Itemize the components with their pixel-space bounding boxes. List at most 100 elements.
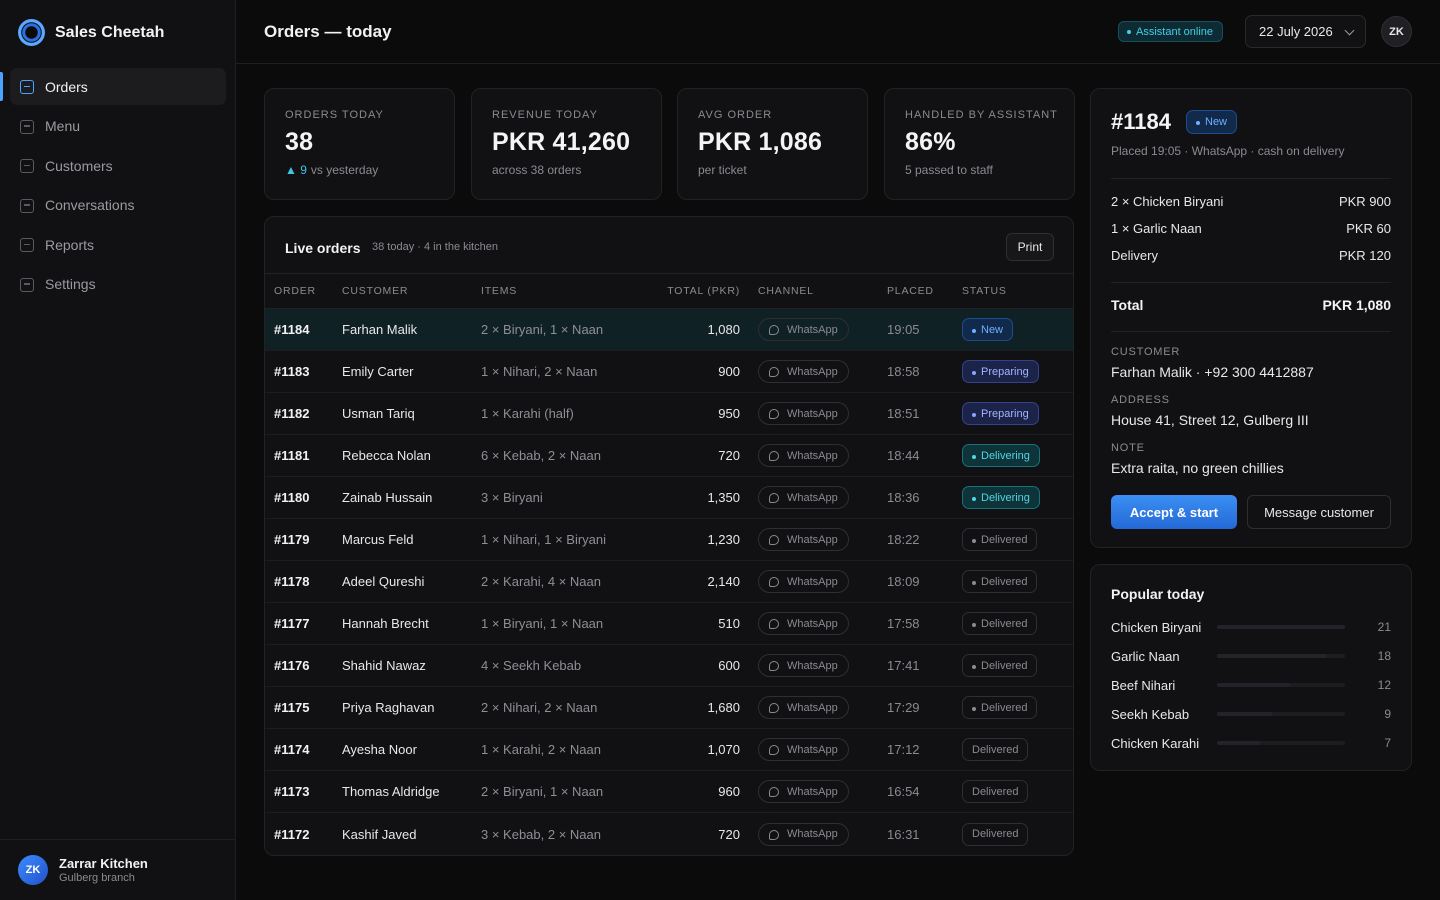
sidebar-item-reports[interactable]: Reports xyxy=(10,226,226,263)
account-name: Zarrar Kitchen xyxy=(59,856,148,871)
customer-name: Hannah Brecht xyxy=(342,616,429,631)
channel-label: WhatsApp xyxy=(787,659,838,672)
popularity-bar xyxy=(1217,741,1345,745)
customer-name: Emily Carter xyxy=(342,364,414,379)
popularity-bar-fill xyxy=(1217,712,1272,716)
status-cell: Delivered xyxy=(962,771,1029,812)
channel-cell: WhatsApp xyxy=(758,561,849,602)
channel-pill: WhatsApp xyxy=(758,360,849,383)
status-badge: Delivered xyxy=(962,822,1029,846)
placed-time: 16:31 xyxy=(887,826,920,842)
kpi-sub: ▲ 9 vs yesterday xyxy=(285,163,454,177)
menu-icon xyxy=(20,119,34,134)
kpi-value: 86% xyxy=(905,128,956,156)
sidebar-item-menu[interactable]: Menu xyxy=(10,108,226,145)
channel-pill: WhatsApp xyxy=(758,444,849,467)
kpi-label: AVG ORDER xyxy=(698,109,773,121)
popular-item-count: 9 xyxy=(1384,707,1391,721)
chevron-down-icon xyxy=(1344,25,1355,36)
order-items: 1 × Karahi (half) xyxy=(481,406,574,421)
print-button[interactable]: Print xyxy=(1006,233,1054,261)
order-total: 960 xyxy=(718,784,740,799)
order-items: 1 × Biryani, 1 × Naan xyxy=(481,616,604,631)
order-items: 1 × Karahi, 2 × Naan xyxy=(481,742,601,757)
table-row[interactable]: #1176 Shahid Nawaz 4 × Seekh Kebab 600 Whats… xyxy=(265,645,1073,687)
table-row[interactable]: #1177 Hannah Brecht 1 × Biryani, 1 × Naan 5… xyxy=(265,603,1073,645)
table-row[interactable]: #1181 Rebecca Nolan 6 × Kebab, 2 × Naan 720… xyxy=(265,435,1073,477)
sidebar: Sales Cheetah Orders Menu Customers Conv… xyxy=(0,0,236,900)
table-row[interactable]: #1172 Kashif Javed 3 × Kebab, 2 × Naan 720 W… xyxy=(265,813,1073,855)
sidebar-item-customers[interactable]: Customers xyxy=(10,147,226,184)
table-row[interactable]: #1182 Usman Tariq 1 × Karahi (half) 950 What… xyxy=(265,393,1073,435)
whatsapp-icon xyxy=(769,577,779,587)
column-header-customer[interactable]: CUSTOMER xyxy=(342,285,409,297)
divider xyxy=(1111,178,1391,179)
sidebar-item-settings[interactable]: Settings xyxy=(10,266,226,303)
brand[interactable]: Sales Cheetah xyxy=(18,19,164,46)
popular-item-name: Beef Nihari xyxy=(1111,677,1176,693)
channel-label: WhatsApp xyxy=(787,743,838,756)
placed-time: 16:54 xyxy=(887,784,920,799)
reports-icon xyxy=(20,238,34,252)
kpi-revenue-today: REVENUE TODAY PKR 41,260 across 38 order… xyxy=(471,88,662,200)
column-header-placed[interactable]: PLACED xyxy=(887,285,934,297)
column-header-status[interactable]: STATUS xyxy=(962,285,1007,297)
channel-pill: WhatsApp xyxy=(758,570,849,593)
customer-name: Kashif Javed xyxy=(342,826,417,842)
user-avatar[interactable]: ZK xyxy=(1381,16,1412,47)
accept-and-start-button[interactable]: Accept & start xyxy=(1111,495,1237,529)
whatsapp-icon xyxy=(769,661,779,671)
channel-pill: WhatsApp xyxy=(758,318,849,341)
channel-pill: WhatsApp xyxy=(758,528,849,551)
table-row[interactable]: #1179 Marcus Feld 1 × Nihari, 1 × Biryani 1… xyxy=(265,519,1073,561)
table-row[interactable]: #1183 Emily Carter 1 × Nihari, 2 × Naan 900… xyxy=(265,351,1073,393)
whatsapp-icon xyxy=(769,703,779,713)
column-header-total[interactable]: TOTAL (PKR) xyxy=(667,285,740,297)
table-row[interactable]: #1184 Farhan Malik 2 × Biryani, 1 × Naan 1,… xyxy=(265,309,1073,351)
sidebar-nav: Orders Menu Customers Conversations Repo… xyxy=(0,68,236,305)
channel-cell: WhatsApp xyxy=(758,477,849,518)
customer-name: Zainab Hussain xyxy=(342,490,433,505)
popularity-bar-fill xyxy=(1217,683,1291,687)
channel-label: WhatsApp xyxy=(787,407,838,420)
popular-item: Chicken Karahi 7 xyxy=(1111,734,1391,752)
order-items: 6 × Kebab, 2 × Naan xyxy=(481,448,601,463)
table-row[interactable]: #1173 Thomas Aldridge 2 × Biryani, 1 × Naa… xyxy=(265,771,1073,813)
popularity-bar-fill xyxy=(1217,625,1345,629)
column-header-order[interactable]: ORDER xyxy=(274,285,316,297)
topbar: Orders — today Assistant online 22 July … xyxy=(236,0,1440,64)
table-row[interactable]: #1174 Ayesha Noor 1 × Karahi, 2 × Naan 1,07… xyxy=(265,729,1073,771)
column-header-items[interactable]: ITEMS xyxy=(481,285,518,297)
order-items: 2 × Nihari, 2 × Naan xyxy=(481,700,598,715)
note-label: NOTE xyxy=(1111,442,1145,454)
table-row[interactable]: #1178 Adeel Qureshi 2 × Karahi, 4 × Naan 2,… xyxy=(265,561,1073,603)
column-header-channel[interactable]: CHANNEL xyxy=(758,285,814,297)
status-badge: New xyxy=(1186,110,1238,134)
channel-label: WhatsApp xyxy=(787,449,838,462)
customer-name: Adeel Qureshi xyxy=(342,574,425,589)
placed-time: 18:58 xyxy=(887,364,920,379)
channel-cell: WhatsApp xyxy=(758,813,849,855)
order-id: #1179 xyxy=(274,532,310,547)
table-row[interactable]: #1180 Zainab Hussain 3 × Biryani 1,350 Whats… xyxy=(265,477,1073,519)
sidebar-item-orders[interactable]: Orders xyxy=(0,68,226,105)
total-label: Total xyxy=(1111,297,1144,313)
message-customer-button[interactable]: Message customer xyxy=(1247,495,1391,529)
table-row[interactable]: #1175 Priya Raghavan 2 × Nihari, 2 × Naan 1… xyxy=(265,687,1073,729)
kpi-value: 38 xyxy=(285,128,314,156)
channel-label: WhatsApp xyxy=(787,617,838,630)
table-header: ORDER CUSTOMER ITEMS TOTAL (PKR) CHANNEL… xyxy=(265,273,1073,309)
total-value: PKR 1,080 xyxy=(1322,297,1391,313)
kpi-orders-today: ORDERS TODAY 38 ▲ 9 vs yesterday xyxy=(264,88,455,200)
account-switcher[interactable]: ZK Zarrar Kitchen Gulberg branch xyxy=(0,839,235,900)
channel-label: WhatsApp xyxy=(787,323,838,336)
sidebar-item-conversations[interactable]: Conversations xyxy=(10,187,226,224)
placed-time: 19:05 xyxy=(887,322,920,337)
status-cell: Preparing xyxy=(962,351,1039,392)
kpi-delta: ▲ 9 xyxy=(285,163,307,177)
line-item-amount: PKR 60 xyxy=(1346,220,1391,236)
order-id: #1172 xyxy=(274,826,310,842)
channel-cell: WhatsApp xyxy=(758,435,849,476)
status-cell: Delivered xyxy=(962,603,1038,644)
date-picker[interactable]: 22 July 2026 xyxy=(1245,15,1366,48)
